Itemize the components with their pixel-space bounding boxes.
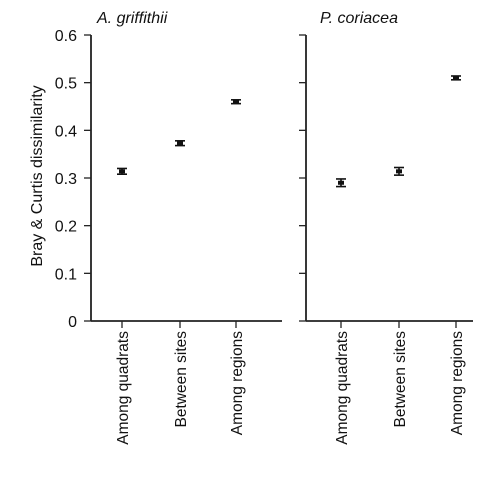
data-point [451,75,461,81]
y-axis-title: Bray & Curtis dissimilarity [29,85,46,266]
mean-marker [177,141,183,146]
panel-a-griffithii: Bray & Curtis dissimilarity A. griffithi… [29,10,282,445]
x-category-label: Among quadrats [334,331,351,445]
mean-marker [119,169,125,174]
x-category-label: Among quadrats [115,331,132,445]
mean-marker [453,75,459,80]
mean-marker [396,169,402,174]
mean-marker [233,99,239,104]
panel-b-coriacea: P. coriacea Among quadrats Between sites A… [299,10,473,445]
data-point [117,167,127,175]
data-point [231,99,241,105]
panel-b-title: P. coriacea [320,10,398,27]
data-point [336,178,346,188]
y-tick-label: 0.2 [55,219,77,236]
x-category-label: Among regions [449,331,466,436]
x-category-label: Between sites [392,331,409,428]
y-tick-label: 0.6 [55,28,77,45]
y-tick-label: 0 [68,314,77,331]
data-point [394,166,404,176]
panel-a-title: A. griffithii [96,10,168,27]
x-category-label: Among regions [229,331,246,436]
y-tick-label: 0.3 [55,171,77,188]
mean-marker [338,180,344,185]
data-point [175,140,185,147]
x-category-label: Between sites [173,331,190,428]
y-tick-label: 0.5 [55,76,77,93]
y-tick-label: 0.4 [55,123,77,140]
y-tick-label: 0.1 [55,266,77,283]
